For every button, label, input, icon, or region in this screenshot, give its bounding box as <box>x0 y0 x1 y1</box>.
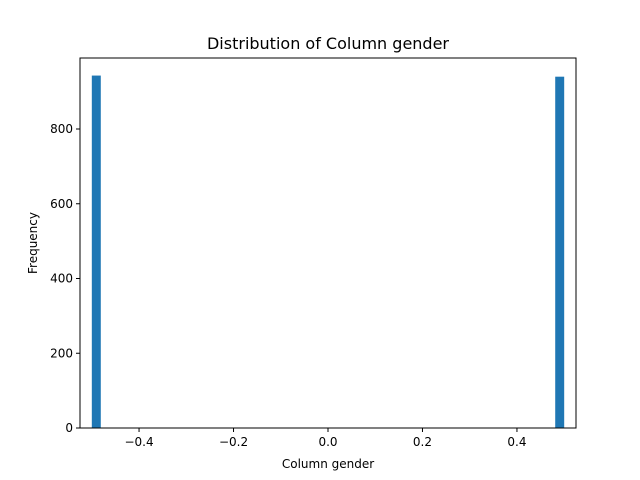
y-tick-label: 0 <box>65 421 73 435</box>
y-tick-label: 400 <box>50 272 73 286</box>
y-tick-label: 800 <box>50 122 73 136</box>
x-axis-label: Column gender <box>282 457 374 471</box>
x-tick-label: 0.0 <box>318 435 337 449</box>
x-tick-label: −0.4 <box>124 435 153 449</box>
chart-title: Distribution of Column gender <box>207 34 449 53</box>
x-tick-label: 0.4 <box>507 435 526 449</box>
axes-frame <box>79 57 577 429</box>
histogram-bar-1 <box>91 75 101 428</box>
histogram-bar-2 <box>555 76 565 429</box>
x-ticks: −0.4 −0.2 0.0 0.2 0.4 <box>124 428 526 449</box>
x-tick-label: 0.2 <box>413 435 432 449</box>
y-axis-label: Frequency <box>26 212 40 274</box>
x-tick-label: −0.2 <box>219 435 248 449</box>
y-tick-label: 200 <box>50 346 73 360</box>
y-ticks: 0 200 400 600 800 <box>50 122 80 435</box>
y-tick-label: 600 <box>50 197 73 211</box>
bars-group <box>91 75 565 429</box>
